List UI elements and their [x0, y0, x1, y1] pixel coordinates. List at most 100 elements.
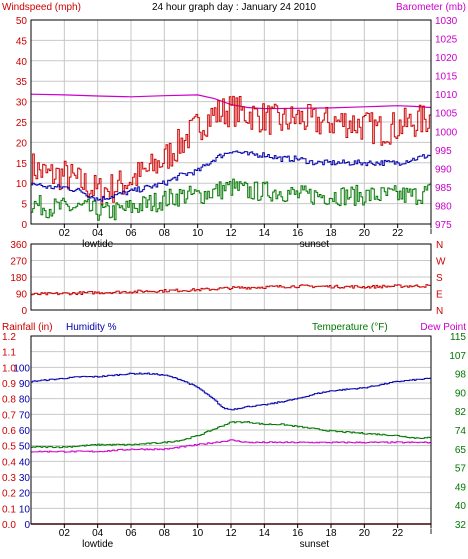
x-tick-label: 16	[292, 528, 304, 539]
humidity-tick-label: 30	[19, 473, 31, 484]
wind-low-line	[31, 178, 432, 221]
rainfall-tick-label: 0.8	[2, 395, 16, 406]
rainfall-tick-label: 1.1	[2, 348, 16, 359]
barometer-tick-label: 1000	[435, 127, 458, 138]
windspeed-tick-label: 20	[16, 138, 28, 149]
humidity-tick-label: 100	[13, 363, 30, 374]
humidity-tick-label: 40	[19, 457, 31, 468]
x-tick-label: 22	[392, 228, 404, 239]
windspeed-tick-label: 35	[16, 77, 28, 88]
direction-panel-frame	[30, 243, 432, 311]
humidity-tick-label: 90	[19, 379, 31, 390]
windspeed-tick-label: 40	[16, 57, 28, 68]
barometer-tick-label: 1025	[435, 35, 458, 46]
direction-tick-label: 90	[16, 290, 28, 301]
direction-tick-label: 180	[10, 273, 27, 284]
x-tick-label-end: ı	[430, 226, 433, 237]
barometer-tick-label: 995	[435, 146, 452, 157]
windspeed-axis-title: Windspeed (mph)	[2, 2, 81, 13]
humidity-tick-label: 80	[19, 395, 31, 406]
windspeed-tick-label: 25	[16, 118, 28, 129]
windspeed-tick-label: 50	[16, 16, 28, 27]
barometer-tick-label: 985	[435, 183, 452, 194]
temperature-line	[31, 421, 431, 449]
x-tick-label: 04	[92, 228, 104, 239]
x-tick-label: 06	[125, 228, 137, 239]
rainfall-tick-label: 0.5	[2, 442, 16, 453]
temperature-tick-label: 90	[455, 388, 467, 399]
compass-tick-label: E	[436, 290, 443, 301]
humidity-tick-label: 50	[19, 442, 31, 453]
barometer-tick-label: 1005	[435, 109, 458, 120]
rainfall-tick-label: 1.2	[2, 332, 16, 343]
direction-tick-label: 0	[21, 306, 27, 317]
compass-tick-label: N	[436, 306, 443, 317]
x-tick-label: 10	[192, 228, 204, 239]
temperature-tick-label: 57	[455, 464, 467, 475]
compass-tick-label: S	[436, 273, 443, 284]
x-tick-label: 14	[259, 528, 271, 539]
x-tick-label: 12	[225, 528, 237, 539]
humidity-tick-label: 70	[19, 410, 31, 421]
sunset-annotation: sunset	[300, 539, 330, 550]
windspeed-tick-label: 30	[16, 98, 28, 109]
temperature-tick-label: 82	[455, 407, 467, 418]
temperature-tick-label: 74	[455, 426, 467, 437]
barometer-tick-label: 990	[435, 164, 452, 175]
barometer-tick-label: 1010	[435, 90, 458, 101]
windspeed-tick-label: 15	[16, 159, 28, 170]
x-tick-label: 02	[59, 528, 71, 539]
x-tick-label: 18	[325, 228, 337, 239]
x-tick-label: 06	[125, 528, 137, 539]
barometer-tick-label: 1020	[435, 53, 458, 64]
windspeed-tick-label: 0	[21, 220, 27, 231]
temperature-tick-label: 40	[455, 501, 467, 512]
direction-tick-label: 360	[10, 240, 27, 251]
humidity-line	[31, 372, 432, 411]
wind-average-line	[31, 150, 432, 202]
humidity-tick-label: 20	[19, 489, 31, 500]
windspeed-tick-label: 10	[16, 179, 28, 190]
windspeed-tick-label: 5	[21, 200, 27, 211]
rainfall-tick-label: 0.1	[2, 504, 16, 515]
direction-tick-label: 270	[10, 257, 27, 268]
compass-tick-label: N	[436, 240, 443, 251]
temperature-tick-label: 115	[450, 332, 466, 343]
rainfall-tick-label: 0.9	[2, 379, 16, 390]
rainfall-tick-label: 0.3	[2, 473, 16, 484]
rainfall-tick-label: 0.2	[2, 489, 16, 500]
barometer-tick-label: 980	[435, 201, 452, 212]
x-tick-label: 08	[159, 528, 171, 539]
barometer-axis-title: Barometer (mb)	[396, 2, 466, 13]
temperature-tick-label: 49	[455, 482, 467, 493]
temperature-tick-label: 65	[455, 445, 467, 456]
windspeed-line	[31, 95, 432, 206]
rainfall-tick-label: 0.4	[2, 457, 16, 468]
barometer-tick-label: 1030	[435, 16, 458, 27]
x-tick-label: 08	[159, 228, 171, 239]
x-tick-label: 22	[392, 528, 404, 539]
x-tick-label: 02	[59, 228, 71, 239]
x-tick-label: 18	[325, 528, 337, 539]
compass-tick-label: W	[436, 257, 446, 268]
humidity-tick-label: 10	[19, 504, 31, 515]
dewpoint-axis-title: Dew Point	[420, 322, 466, 333]
temperature-tick-label: 32	[455, 520, 467, 531]
rainfall-tick-label: 0.7	[2, 410, 16, 421]
x-tick-label-end: ı	[430, 526, 433, 537]
x-tick-label: 20	[359, 228, 371, 239]
windspeed-tick-label: 45	[16, 36, 28, 47]
rainfall-tick-label: 0.6	[2, 426, 16, 437]
humidity-axis-title: Humidity %	[66, 322, 117, 333]
x-tick-label: 20	[359, 528, 371, 539]
rainfall-axis-title: Rainfall (in)	[2, 322, 53, 333]
temperature-axis-title: Temperature (°F)	[312, 322, 388, 333]
temperature-tick-label: 107	[449, 351, 466, 362]
lowtide-annotation: lowtide	[82, 539, 114, 550]
chart-title: 24 hour graph day : January 24 2010	[152, 2, 316, 13]
temperature-tick-label: 98	[455, 370, 467, 381]
direction-line	[31, 284, 432, 296]
x-tick-label: 04	[92, 528, 104, 539]
barometer-tick-label: 1015	[435, 72, 458, 83]
